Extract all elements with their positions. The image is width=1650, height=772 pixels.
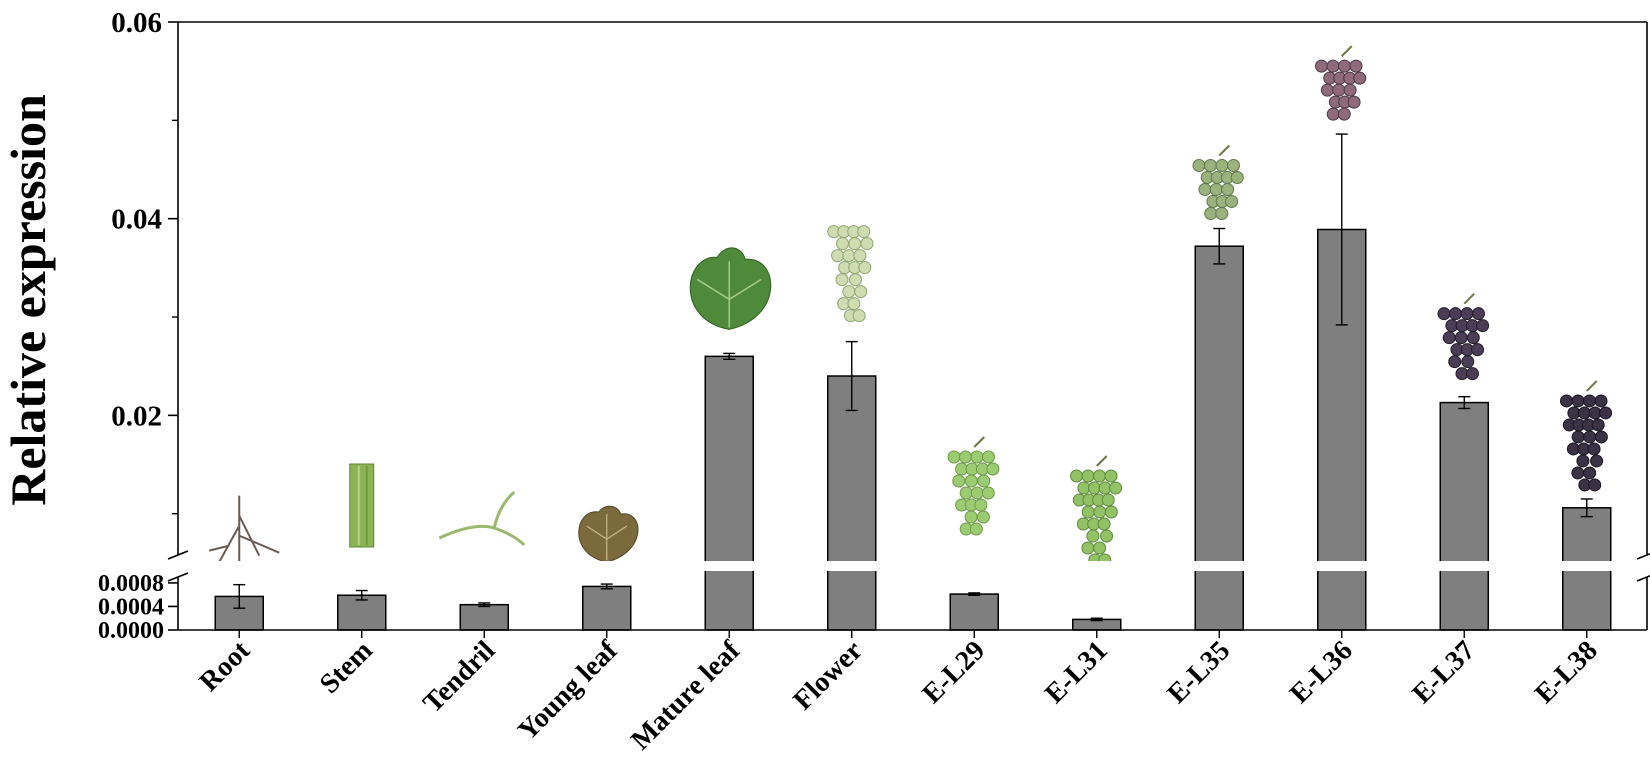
error-bar-e-l35 (1213, 227, 1226, 265)
y-tick-label: 0.0008 (98, 571, 164, 597)
y-tick-label: 0.02 (111, 400, 162, 432)
error-bar-stem (355, 589, 368, 601)
y-tick-label: 0.04 (111, 204, 162, 236)
root-icon (209, 495, 280, 571)
bar-e-l35 (1194, 245, 1244, 631)
error-bar-young-leaf (600, 583, 613, 590)
grape-cluster-icon (1315, 45, 1367, 121)
bar-mature-leaf (704, 355, 754, 631)
bars-group (214, 228, 1612, 631)
x-tick-label: Young leaf (512, 635, 624, 747)
grape-cluster-icon (947, 436, 1000, 536)
x-tick-label: E-L29 (916, 635, 991, 710)
bar-young-leaf (582, 585, 632, 631)
bar-e-l29 (949, 593, 999, 631)
error-bar-e-l37 (1458, 395, 1471, 410)
flower-icon (827, 225, 874, 323)
x-tick-label: E-L31 (1039, 635, 1114, 710)
stem-icon (349, 463, 375, 548)
bar-tendril (459, 603, 509, 631)
axis-break-mark-right (1636, 552, 1650, 582)
grape-cluster-icon (1192, 144, 1244, 221)
axes-group (167, 21, 1650, 631)
young-leaf-icon (578, 505, 639, 563)
error-bar-e-l31 (1090, 617, 1103, 622)
error-bars-group (233, 133, 1593, 622)
sample-icons-group (209, 45, 1613, 571)
axis-break-gaps (179, 561, 1647, 571)
error-bar-mature-leaf (723, 352, 736, 361)
x-tick-label: E-L35 (1161, 635, 1236, 710)
grape-cluster-icon (1070, 455, 1123, 567)
y-tick-label: 0.0000 (98, 618, 164, 644)
x-tick-label: Tendril (417, 635, 501, 719)
x-tick-label: Stem (314, 635, 379, 700)
mature-leaf-icon (689, 247, 772, 330)
x-tick-label: E-L37 (1406, 635, 1481, 710)
error-bar-e-l38 (1580, 498, 1593, 518)
axis-break-gap (179, 561, 1647, 571)
y-axis-label: Relative expression (0, 94, 56, 506)
error-bar-root (233, 583, 246, 609)
axis-break-mark-left (167, 550, 189, 582)
error-bar-tendril (478, 602, 491, 608)
x-tick-label: E-L36 (1284, 635, 1359, 710)
grape-cluster-icon (1437, 292, 1490, 381)
x-tick-label: E-L38 (1529, 635, 1604, 710)
bar-e-l37 (1439, 401, 1489, 631)
error-bar-e-l36 (1335, 133, 1348, 326)
x-tick-label: Flower (787, 635, 868, 716)
x-ticks-group: Root Stem Tendril Young leaf Mature leaf Flow… (194, 630, 1604, 756)
y-tick-label: 0.0004 (98, 594, 164, 620)
bar-flower (827, 375, 877, 631)
x-tick-label: Root (194, 635, 257, 698)
error-bar-e-l29 (968, 592, 981, 596)
tendril-icon (438, 490, 526, 547)
x-tick-label: Mature leaf (625, 635, 747, 757)
error-bar-flower (845, 340, 858, 412)
grape-cluster-icon (1560, 380, 1613, 492)
y-tick-label: 0.06 (111, 7, 162, 39)
